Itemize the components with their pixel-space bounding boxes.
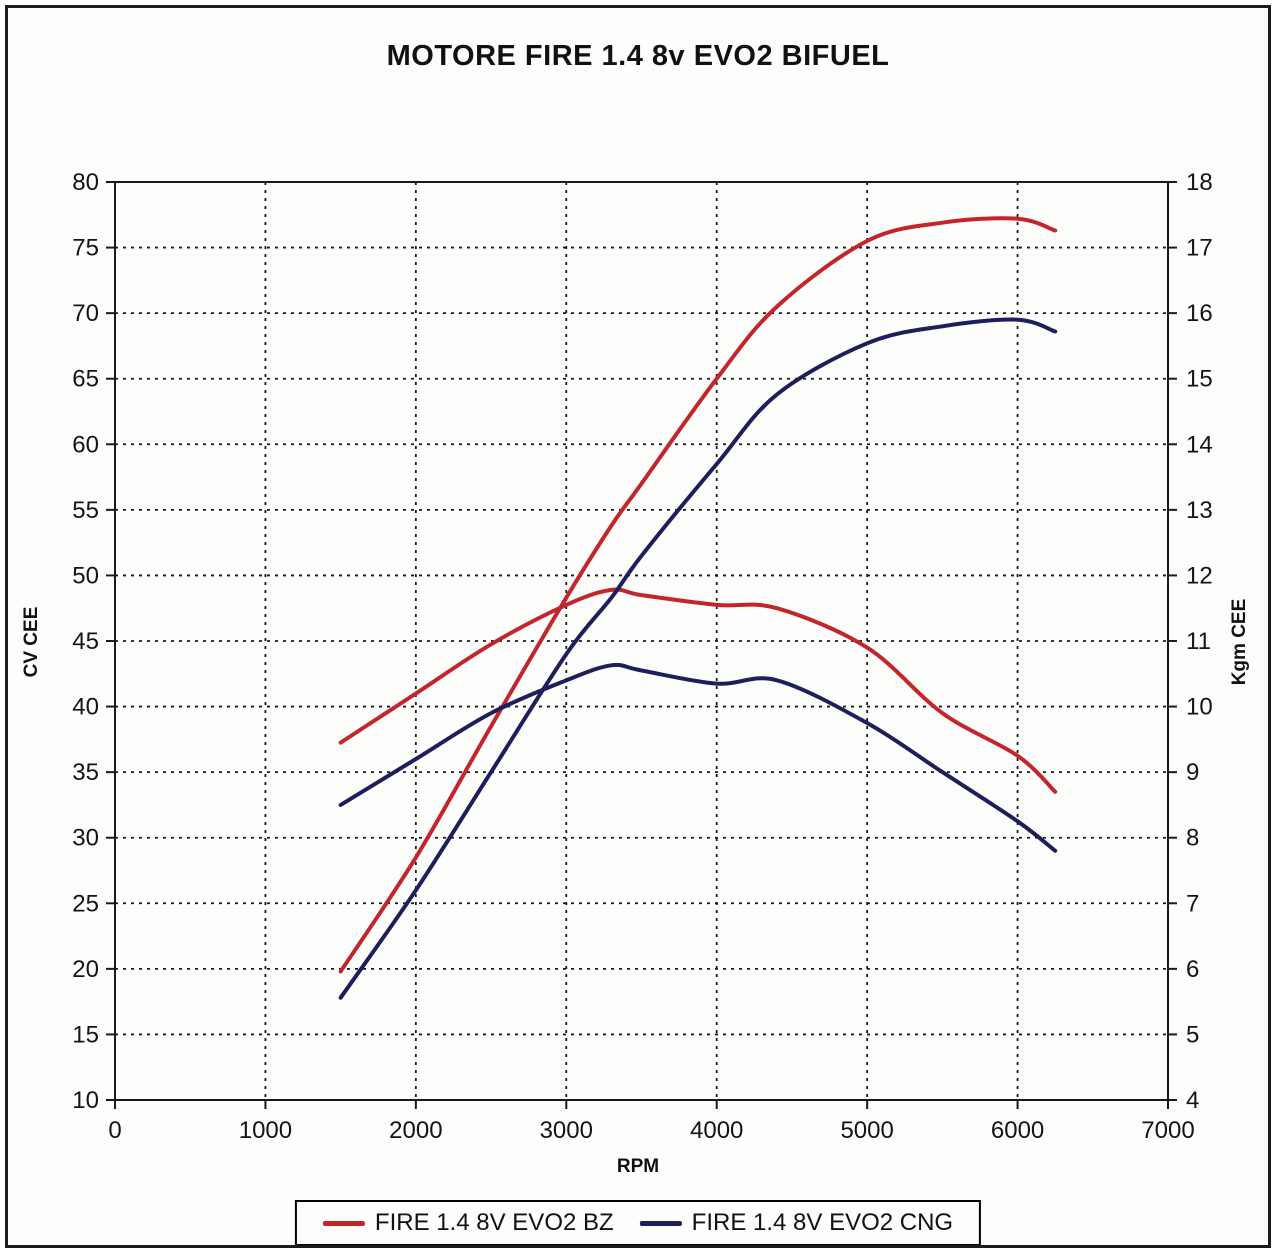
y-left-tick-label: 25 [72,890,99,917]
y-left-tick-label: 30 [72,825,99,852]
x-tick-label: 6000 [991,1117,1044,1144]
y-right-tick-label: 17 [1186,235,1213,262]
x-tick-label: 0 [108,1117,121,1144]
y-right-tick-label: 8 [1186,825,1199,852]
x-tick-label: 4000 [690,1117,743,1144]
y-left-tick-label: 55 [72,497,99,524]
bz-power-curve [338,216,1058,974]
legend-label-bz: FIRE 1.4 8V EVO2 BZ [374,1209,614,1236]
y-left-tick-label: 20 [72,956,99,983]
y-right-tick-label: 15 [1186,366,1213,393]
y-right-tick-label: 4 [1186,1087,1199,1114]
chart-title: MOTORE FIRE 1.4 8v EVO2 BIFUEL [386,40,890,72]
y-left-tick-label: 45 [72,628,99,655]
y-left-tick-label: 75 [72,235,99,262]
cng-torque-curve [338,662,1058,853]
y-left-tick-label: 50 [72,562,99,589]
tick-marks [106,181,1177,1109]
x-tick-label: 7000 [1141,1117,1194,1144]
y-left-tick-label: 60 [72,431,99,458]
bz-torque-curve [338,587,1058,794]
y-right-tick-label: 5 [1186,1021,1199,1048]
y-left-tick-label: 15 [72,1021,99,1048]
y-right-axis-title: Kgm CEE [1229,598,1250,686]
y-left-tick-label: 70 [72,300,99,327]
y-left-axis-title: CV CEE [21,606,42,678]
legend: FIRE 1.4 8V EVO2 BZ FIRE 1.4 8V EVO2 CNG [294,1200,982,1245]
x-tick-label: 2000 [389,1117,442,1144]
chart-frame: MOTORE FIRE 1.4 8v EVO2 BIFUEL 10 15 20 25 3… [5,5,1271,1248]
y-right-tick-label: 6 [1186,956,1199,983]
y-right-tick-label: 16 [1186,300,1213,327]
y-right-tick-label: 14 [1186,431,1213,458]
y-left-tick-label: 80 [72,169,99,196]
y-right-tick-label: 12 [1186,562,1213,589]
y-right-tick-label: 11 [1186,628,1211,655]
legend-label-cng: FIRE 1.4 8V EVO2 CNG [691,1209,954,1236]
y-left-tick-label: 35 [72,759,99,786]
x-tick-label: 3000 [540,1117,593,1144]
y-right-tick-label: 9 [1186,759,1199,786]
y-right-tick-label: 13 [1186,497,1213,524]
tick-labels: 1015202530354045505560657075804567891011… [72,169,1212,1144]
y-left-tick-label: 10 [72,1087,99,1114]
y-right-tick-label: 7 [1186,890,1199,917]
x-axis-title: RPM [616,1156,660,1177]
y-right-tick-label: 10 [1186,694,1213,721]
legend-item-cng: FIRE 1.4 8V EVO2 CNG [639,1209,954,1237]
y-left-tick-label: 40 [72,694,99,721]
cng-line-swatch [639,1220,682,1226]
bz-line-swatch [322,1220,365,1226]
x-tick-label: 5000 [840,1117,893,1144]
legend-item-bz: FIRE 1.4 8V EVO2 BZ [322,1209,614,1237]
plot-area: 1015202530354045505560657075804567891011… [72,169,1212,1144]
x-tick-label: 1000 [239,1117,292,1144]
cng-power-curve [338,317,1058,1000]
y-left-tick-label: 65 [72,366,99,393]
gridlines [115,182,1168,1100]
y-right-tick-label: 18 [1186,169,1213,196]
